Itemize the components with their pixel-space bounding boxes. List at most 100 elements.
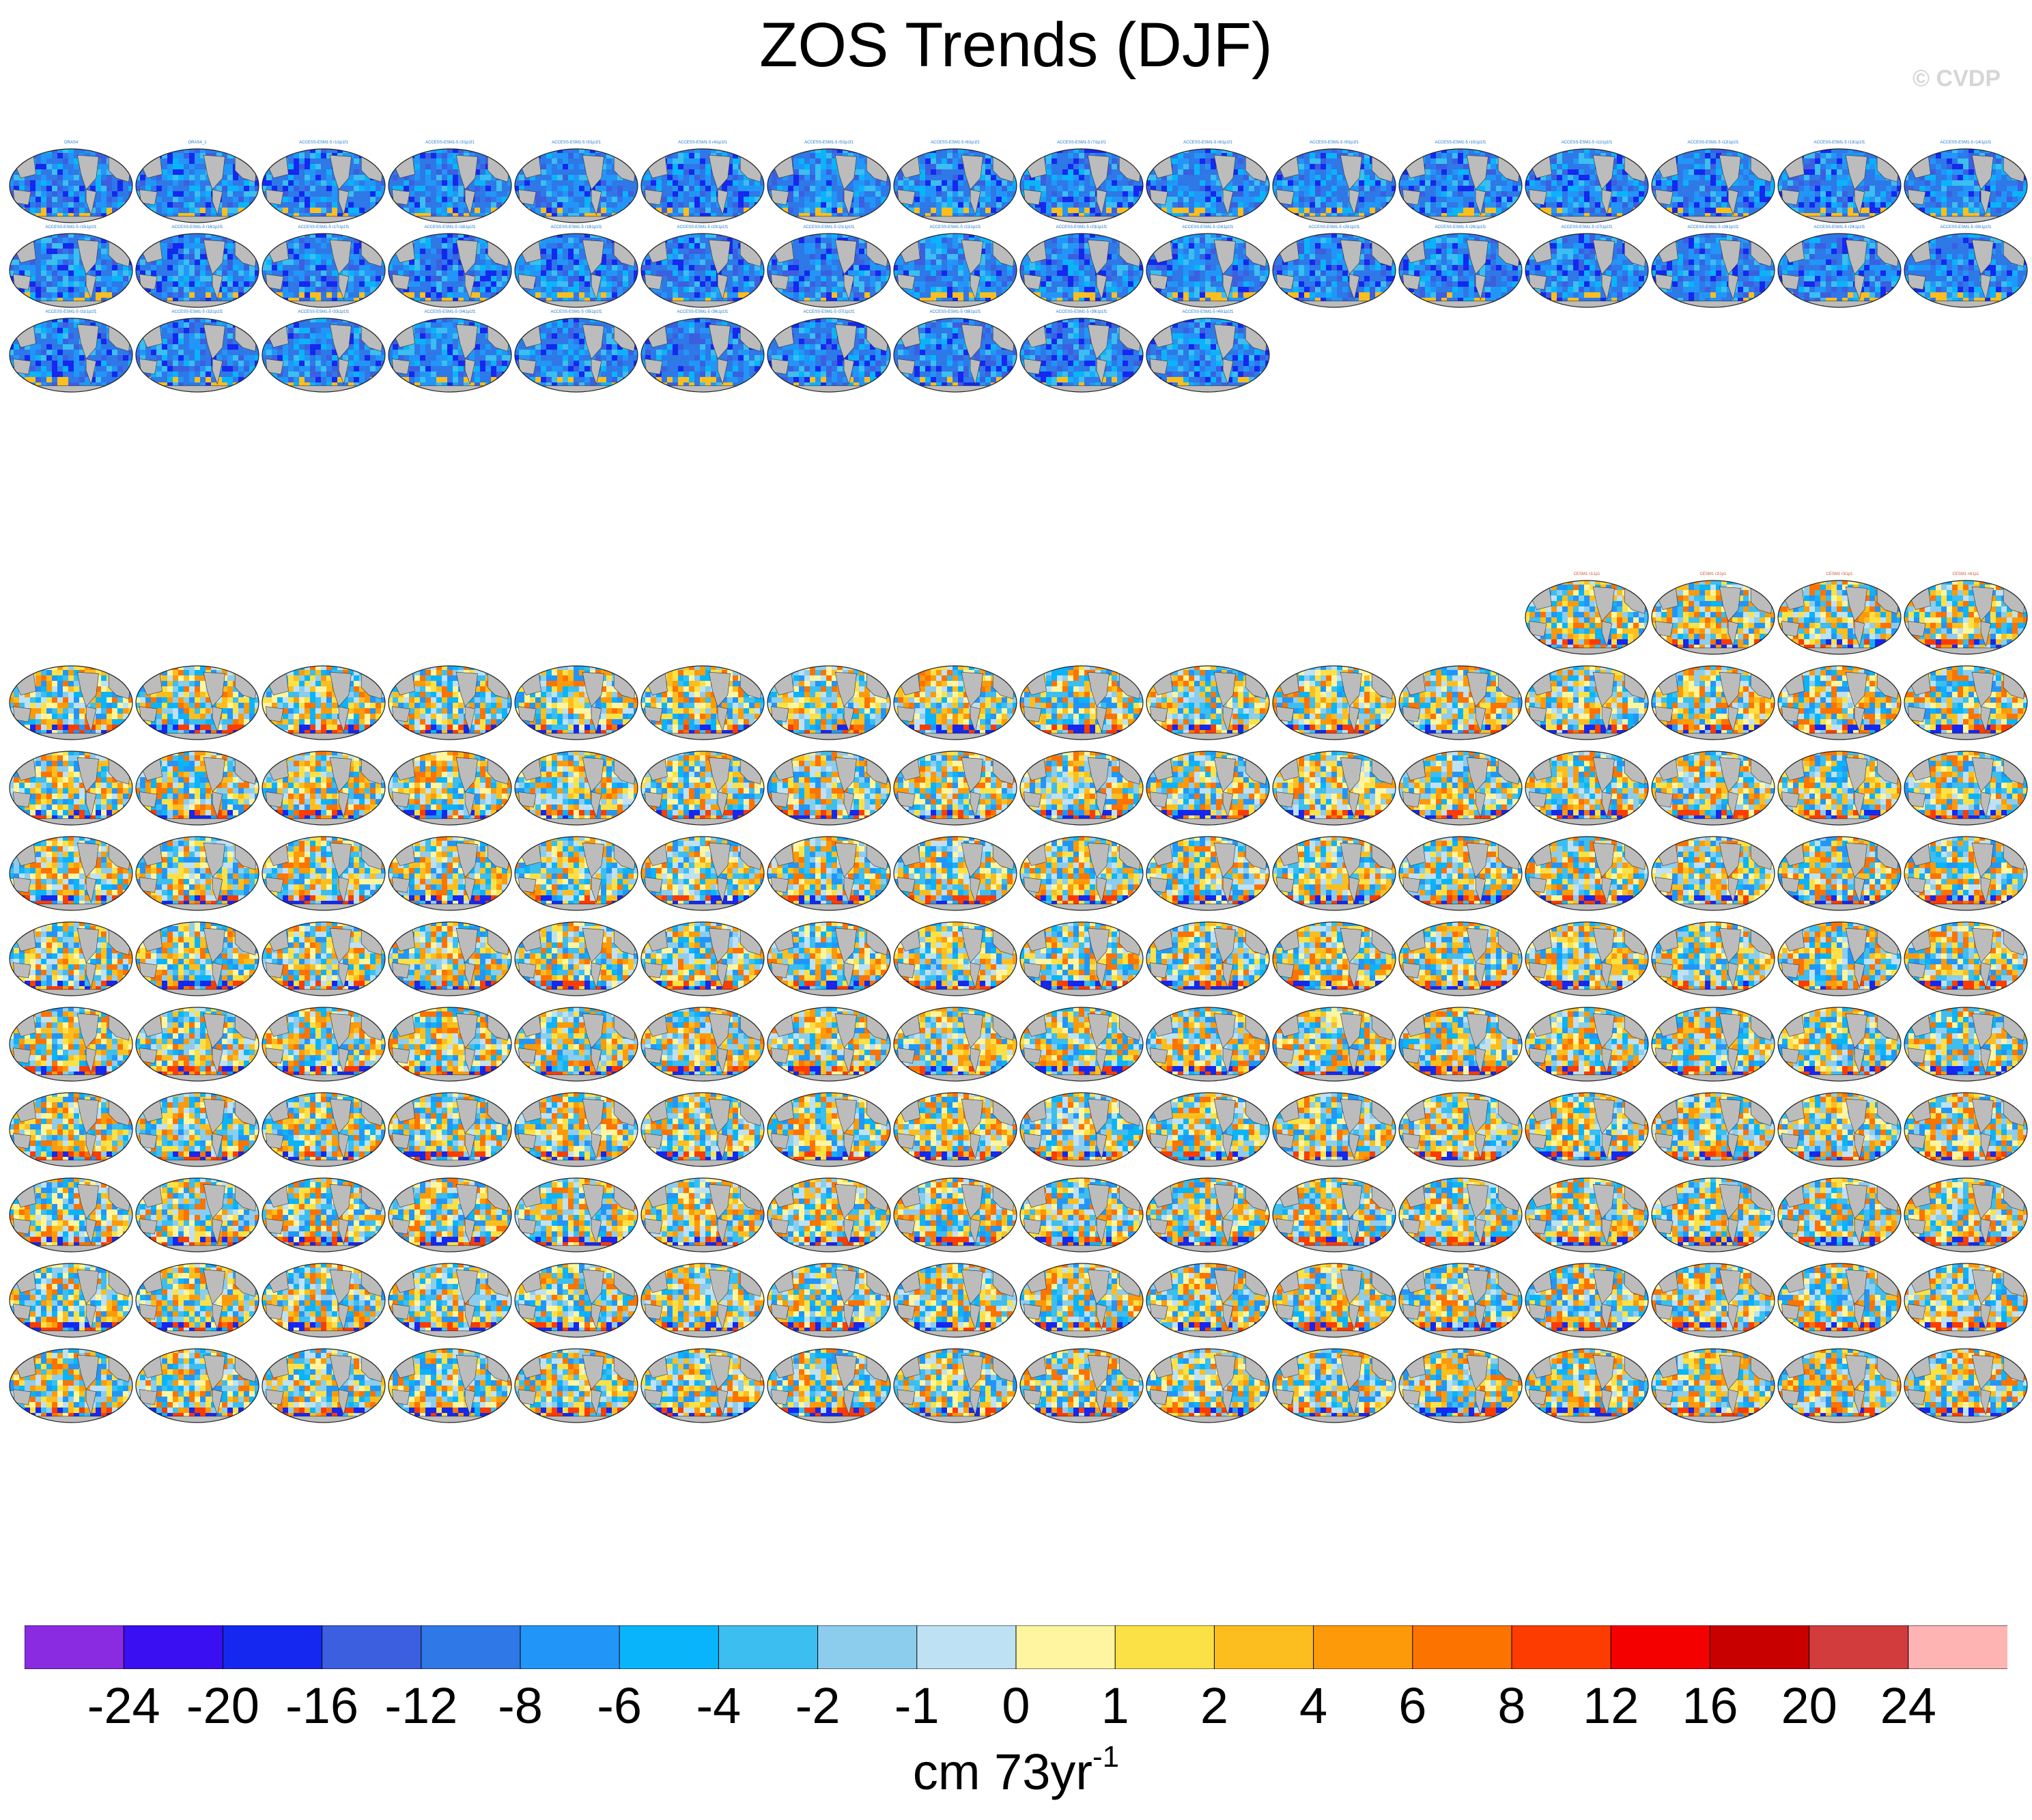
map-panel: ACCESS-ESM1-5 r14i1p1f1: [1903, 137, 2029, 224]
map-panel: [513, 1080, 639, 1168]
map-panel: [513, 654, 639, 741]
map-panel: [1903, 654, 2029, 741]
map-panel: ACCESS-ESM1-5 r10i1p1f1: [1398, 137, 1523, 224]
map-panel: [1145, 1251, 1271, 1339]
map-panel: [892, 739, 1018, 826]
map-panel: [261, 1251, 386, 1339]
map-panel: [135, 654, 260, 741]
map-panel: ACCESS-ESM1-5 r37i1p1f1: [766, 306, 892, 393]
panel-caption: ACCESS-ESM1-5 r21i1p1f1: [803, 225, 855, 229]
panel-caption: ACCESS-ESM1-5 r29i1p1f1: [1814, 225, 1865, 229]
colorbar-tick-labels: -24 -20 -16 -12 -8 -6 -4 -2 -1 0 1 2 4 6 8 12 16 20 24: [0, 1677, 2032, 1738]
map-panel: [640, 654, 765, 741]
map-panel: [1777, 824, 1902, 912]
map-panel: [892, 1166, 1018, 1253]
map-panel: [892, 910, 1018, 997]
colorbar-swatch: [1016, 1625, 1116, 1669]
panel-caption: ACCESS-ESM1-5 r9i1p1f1: [1310, 141, 1359, 145]
map-panel: ACCESS-ESM1-5 r18i1p1f1: [387, 221, 513, 309]
map-panel: [1019, 1080, 1144, 1168]
map-panel: [261, 654, 386, 741]
panel-caption: ACCESS-ESM1-5 r30i1p1f1: [1940, 225, 1992, 229]
map-panel: [1650, 1251, 1776, 1339]
map-panel: [1019, 995, 1144, 1082]
map-panel: [1903, 1336, 2029, 1424]
map-panel: ACCESS-ESM1-5 r15i1p1f1: [8, 221, 134, 309]
map-panel: [1524, 654, 1650, 741]
map-panel: [1777, 1251, 1902, 1339]
colorbar-swatch: [520, 1625, 620, 1669]
panel-caption: ACCESS-ESM1-5 r25i1p1f1: [1308, 225, 1360, 229]
panel-caption: CESM1 r3i1p1: [1826, 572, 1853, 576]
map-panel: [1271, 995, 1397, 1082]
panel-caption: ACCESS-ESM1-5 r33i1p1f1: [298, 310, 350, 314]
map-panel: ACCESS-ESM1-5 r29i1p1f1: [1777, 221, 1902, 309]
map-panel: [261, 910, 386, 997]
map-panel: [1650, 910, 1776, 997]
map-panel: [640, 910, 765, 997]
panel-caption: ACCESS-ESM1-5 r27i1p1f1: [1561, 225, 1613, 229]
panel-caption: ACCESS-ESM1-5 r35i1p1f1: [550, 310, 602, 314]
colorbar-tick-label: 0: [1002, 1677, 1030, 1735]
map-panel: [261, 1166, 386, 1253]
panel-caption: ACCESS-ESM1-5 r32i1p1f1: [171, 310, 223, 314]
map-panel: [766, 739, 892, 826]
map-panel: [1650, 995, 1776, 1082]
colorbar-tick-label: -2: [795, 1677, 841, 1735]
map-panel: ORAS4_1: [135, 137, 260, 224]
colorbar-tick-label: -1: [894, 1677, 940, 1735]
panel-caption: ACCESS-ESM1-5 r31i1p1f1: [45, 310, 97, 314]
map-panel: [1524, 1080, 1650, 1168]
map-panel: [892, 995, 1018, 1082]
panel-caption: ACCESS-ESM1-5 r13i1p1f1: [1814, 141, 1865, 145]
panel-caption: ACCESS-ESM1-5 r28i1p1f1: [1687, 225, 1739, 229]
panel-caption: ACCESS-ESM1-5 r18i1p1f1: [424, 225, 476, 229]
map-panel: [640, 824, 765, 912]
map-panel: [513, 1336, 639, 1424]
map-panel: CESM1 r2i1p1: [1650, 568, 1776, 656]
panel-caption: ACCESS-ESM1-5 r8i1p1f1: [1183, 141, 1232, 145]
map-panel: [766, 910, 892, 997]
map-panel: [766, 995, 892, 1082]
map-panel: [1019, 739, 1144, 826]
colorbar-swatch: [322, 1625, 422, 1669]
panel-caption: ACCESS-ESM1-5 r10i1p1f1: [1435, 141, 1486, 145]
colorbar: [25, 1625, 2007, 1669]
colorbar-tick-label: 4: [1299, 1677, 1327, 1735]
map-panel: ACCESS-ESM1-5 r3i1p1f1: [513, 137, 639, 224]
map-panel: ACCESS-ESM1-5 r4i1p1f1: [640, 137, 765, 224]
map-panel: [8, 1166, 134, 1253]
map-panel: [1145, 824, 1271, 912]
map-panel: [1271, 824, 1397, 912]
map-panel: [1145, 654, 1271, 741]
map-panel: [1650, 824, 1776, 912]
map-panel: ACCESS-ESM1-5 r28i1p1f1: [1650, 221, 1776, 309]
map-panel: [1650, 1336, 1776, 1424]
panel-caption: ACCESS-ESM1-5 r34i1p1f1: [424, 310, 476, 314]
panel-caption: ACCESS-ESM1-5 r20i1p1f1: [677, 225, 729, 229]
map-panel: [1019, 824, 1144, 912]
map-panel: [387, 1336, 513, 1424]
map-panel: [766, 1166, 892, 1253]
map-panel: ACCESS-ESM1-5 r38i1p1f1: [892, 306, 1018, 393]
map-panel: ACCESS-ESM1-5 r32i1p1f1: [135, 306, 260, 393]
map-panel: [766, 1080, 892, 1168]
map-panel: [766, 824, 892, 912]
panel-caption: ACCESS-ESM1-5 r14i1p1f1: [1940, 141, 1992, 145]
colorbar-swatch: [1908, 1625, 2007, 1669]
colorbar-swatch: [818, 1625, 918, 1669]
map-panel: [8, 654, 134, 741]
map-panel: ACCESS-ESM1-5 r9i1p1f1: [1271, 137, 1397, 224]
map-panel: [1398, 1166, 1523, 1253]
colorbar-tick-label: -12: [384, 1677, 457, 1735]
map-panel: ACCESS-ESM1-5 r21i1p1f1: [766, 221, 892, 309]
map-panel: [1398, 910, 1523, 997]
map-panel: [1777, 1166, 1902, 1253]
colorbar-swatch: [1413, 1625, 1512, 1669]
colorbar-tick-label: 16: [1682, 1677, 1738, 1735]
colorbar-tick-label: -20: [186, 1677, 259, 1735]
map-panel: [1398, 654, 1523, 741]
map-panel: [513, 1251, 639, 1339]
map-panel: ACCESS-ESM1-5 r17i1p1f1: [261, 221, 386, 309]
panel-caption: ACCESS-ESM1-5 r38i1p1f1: [929, 310, 981, 314]
